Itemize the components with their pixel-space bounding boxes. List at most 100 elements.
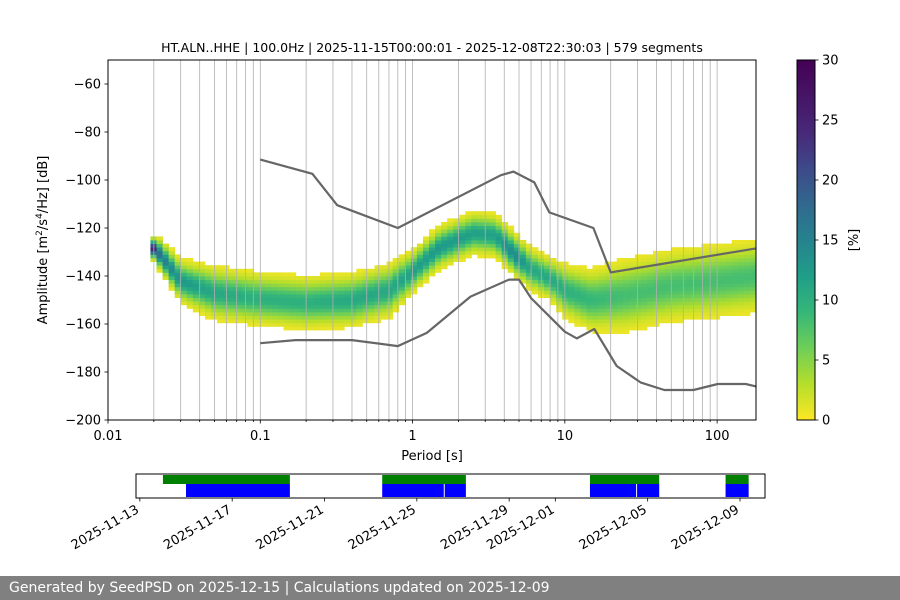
heatmap-cell [725,243,733,248]
heatmap-cell [737,243,745,248]
heatmap-cell [677,283,684,288]
heatmap-cell [235,272,242,277]
heatmap-cell [580,283,587,288]
low-noise-model-line [260,278,757,392]
heatmap-cell [392,308,400,313]
heatmap-cell [410,286,418,291]
heatmap-cell [725,276,733,280]
heatmap-cell [519,240,527,244]
heatmap-cell [598,312,606,316]
heatmap-cell [447,254,454,259]
heatmap-cell [743,250,751,255]
heatmap-cell [665,279,672,284]
heatmap-cell [235,312,242,316]
heatmap-cell [574,294,581,298]
heatmap-cell [701,261,708,266]
heatmap-cell [483,254,490,259]
heatmap-cell [338,286,345,291]
heatmap-cell [326,290,333,295]
heatmap-cell [659,294,666,298]
heatmap-cell [513,268,521,273]
heatmap-cell [162,254,170,259]
heatmap-cell [301,304,309,309]
heatmap-cell [677,272,684,277]
heatmap-cell [719,279,727,284]
heatmap-cell [665,308,672,313]
heatmap-cell [749,243,757,248]
heatmap-cell [259,301,266,306]
heatmap-cell [640,261,648,266]
heatmap-cell [338,304,345,309]
heatmap-cell [301,315,309,320]
heatmap-cell [580,286,587,291]
heatmap-cell [186,276,194,280]
heatmap-cell [671,297,678,302]
heatmap-cell [531,279,539,284]
heatmap-cell [192,279,200,284]
heatmap-cell [622,308,630,313]
heatmap-cell [731,272,739,277]
heatmap-cell [568,297,575,302]
heatmap-cell [495,243,503,248]
heatmap-cell [580,290,587,295]
heatmap-cell [259,272,266,277]
heatmap-cell [628,272,636,277]
heatmap-cell [265,322,272,327]
heatmap-cell [344,279,351,284]
heatmap-cell [640,304,648,309]
heatmap-cell [368,301,375,306]
heatmap-cell [556,304,563,309]
heatmap-cell [707,304,715,309]
heatmap-cell [683,261,690,266]
heatmap-cell [374,265,381,270]
heatmap-cell [265,315,272,320]
heatmap-cell [568,294,575,298]
heatmap-cell [180,297,188,302]
heatmap-cell [277,294,285,298]
heatmap-cell [313,319,321,324]
heatmap-cell [459,258,466,262]
heatmap-cell [235,286,242,291]
heatmap-cell [174,268,182,273]
heatmap-cell [586,301,593,306]
heatmap-cell [659,283,666,288]
heatmap-cell [326,312,333,316]
heatmap-cell [507,250,515,255]
heatmap-cell [374,279,381,284]
heatmap-cell [580,265,587,270]
heatmap-cell [598,290,606,295]
heatmap-cell [683,297,690,302]
heatmap-cell [695,254,702,259]
heatmap-cell [289,312,297,316]
heatmap-cell [677,279,684,284]
heatmap-cell [404,290,412,295]
heatmap-cell [277,301,285,306]
heatmap-cell [277,272,285,277]
heatmap-cell [749,258,757,262]
heatmap-cell [247,272,254,277]
heatmap-cell [628,315,636,320]
heatmap-cell [271,294,279,298]
heatmap-cell [362,308,369,313]
heatmap-cell [162,258,170,262]
heatmap-cell [295,312,303,316]
heatmap-cell [422,276,430,280]
heatmap-cell [350,279,357,284]
heatmap-cell [289,301,297,306]
heatmap-cell [634,326,642,331]
heatmap-cell [332,276,339,280]
heatmap-cell [701,297,708,302]
heatmap-cell [374,272,381,277]
heatmap-cell [580,279,587,284]
heatmap-cell [683,301,690,306]
heatmap-cell [168,258,176,262]
heatmap-cell [592,294,599,298]
heatmap-cell [477,222,484,226]
heatmap-cell [568,308,575,313]
heatmap-cell [459,247,466,252]
heatmap-cell [356,272,363,277]
heatmap-cell [162,243,170,248]
heatmap-cell [174,254,182,259]
heatmap-cell [320,297,327,302]
